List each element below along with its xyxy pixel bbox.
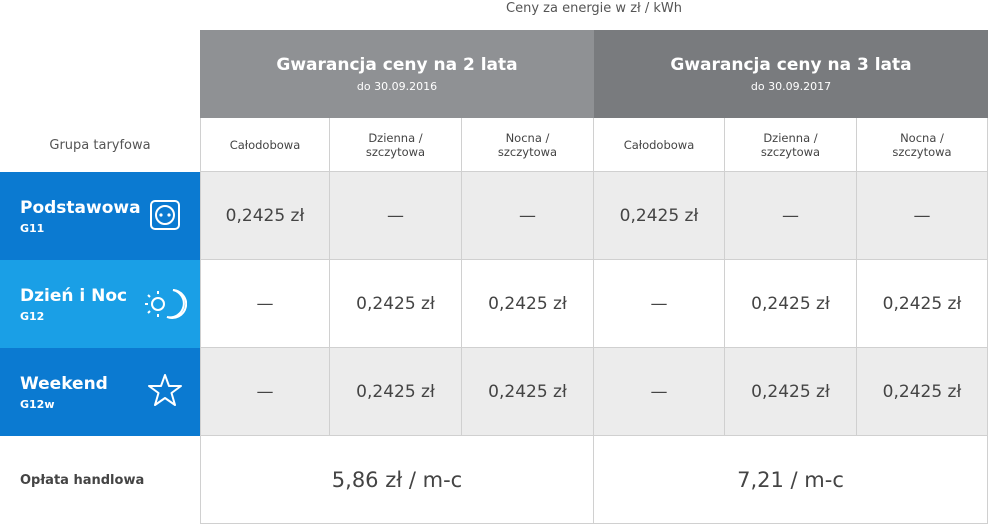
price-cell: — — [594, 348, 725, 436]
column-header: Nocna / szczytowa — [462, 118, 594, 172]
price-cell: — — [462, 172, 594, 260]
column-header: Całodobowa — [200, 118, 330, 172]
price-cell: — — [725, 172, 857, 260]
tariff-label: Podstawowa G11 — [0, 172, 200, 260]
caption: Ceny za energie w zł / kWh — [506, 0, 682, 16]
price-cell: — — [594, 260, 725, 348]
price-cell: — — [330, 172, 462, 260]
price-cell: 0,2425 zł — [200, 172, 330, 260]
group-title: Gwarancja ceny na 2 lata — [276, 55, 518, 75]
price-cell: 0,2425 zł — [594, 172, 725, 260]
column-header: Nocna / szczytowa — [857, 118, 988, 172]
star-icon — [148, 374, 182, 406]
column-header: Całodobowa — [594, 118, 725, 172]
price-cell: 0,2425 zł — [857, 260, 988, 348]
group-subtitle: do 30.09.2016 — [356, 80, 438, 93]
column-header: Dzienna / szczytowa — [330, 118, 462, 172]
tariff-name: Podstawowa — [20, 197, 141, 218]
tariff-label: Dzień i Noc G12 — [0, 260, 200, 348]
group-title: Gwarancja ceny na 3 lata — [670, 55, 912, 75]
tariff-label: Weekend G12w — [0, 348, 200, 436]
day-night-icon — [145, 289, 187, 319]
fee-value: 5,86 zł / m-c — [200, 436, 594, 524]
socket-icon — [150, 200, 180, 230]
price-cell: 0,2425 zł — [330, 348, 462, 436]
price-cell: — — [857, 172, 988, 260]
price-cell: — — [200, 260, 330, 348]
price-cell: 0,2425 zł — [725, 348, 857, 436]
price-cell: 0,2425 zł — [462, 260, 594, 348]
tariff-name: Dzień i Noc — [20, 285, 128, 306]
price-cell: — — [200, 348, 330, 436]
group-header: Gwarancja ceny na 2 lata do 30.09.2016 — [200, 30, 594, 118]
group-subtitle: do 30.09.2017 — [750, 80, 832, 93]
fee-value: 7,21 / m-c — [594, 436, 988, 524]
price-cell: 0,2425 zł — [857, 348, 988, 436]
tariff-code: G11 — [20, 221, 45, 235]
price-cell: 0,2425 zł — [462, 348, 594, 436]
price-cell: 0,2425 zł — [725, 260, 857, 348]
tariff-code: G12 — [20, 309, 45, 323]
price-cell: 0,2425 zł — [330, 260, 462, 348]
tariff-name: Weekend — [20, 373, 108, 394]
fee-label: Opłata handlowa — [20, 472, 145, 488]
group-header: Gwarancja ceny na 3 lata do 30.09.2017 — [594, 30, 988, 118]
row-header: Grupa taryfowa — [49, 137, 151, 153]
tariff-code: G12w — [20, 397, 55, 411]
column-header: Dzienna / szczytowa — [725, 118, 857, 172]
